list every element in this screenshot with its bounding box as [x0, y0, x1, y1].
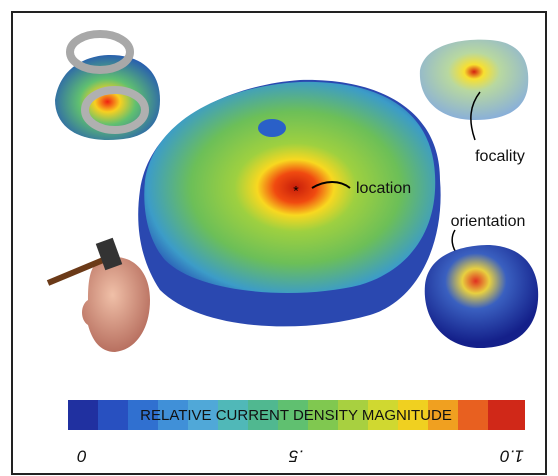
color-cell — [428, 400, 458, 430]
color-cell — [128, 400, 158, 430]
color-cell — [188, 400, 218, 430]
color-cell — [218, 400, 248, 430]
hammer-handle — [46, 255, 110, 286]
marker: * — [293, 183, 299, 199]
color-cell — [368, 400, 398, 430]
blue-spot — [258, 119, 286, 137]
tick-label: 1.0 — [500, 447, 524, 466]
color-cell — [458, 400, 488, 430]
arrow — [311, 181, 351, 189]
color-cell — [308, 400, 338, 430]
small-map — [55, 55, 160, 140]
color-cell — [98, 400, 128, 430]
color-cell — [278, 400, 308, 430]
color-cell — [158, 400, 188, 430]
brain-map — [144, 81, 436, 293]
color-cell — [398, 400, 428, 430]
small-map — [419, 39, 529, 120]
color-cell — [488, 400, 525, 430]
tick-label: 0 — [77, 447, 87, 466]
annotation: focality — [475, 148, 525, 165]
head — [82, 256, 150, 352]
hammer-head — [95, 237, 123, 271]
colorbar-title: RELATIVE CURRENT DENSITY MAGNITUDE — [140, 407, 452, 424]
annotation: location — [356, 180, 411, 197]
small-map — [424, 245, 539, 348]
annotation: orientation — [451, 213, 526, 230]
arrow — [470, 91, 481, 141]
coil — [81, 86, 149, 134]
tick-label: .5 — [288, 447, 303, 466]
color-cell — [248, 400, 278, 430]
colorbar: RELATIVE CURRENT DENSITY MAGNITUDE 0 .5 … — [68, 400, 525, 466]
color-cell — [68, 400, 98, 430]
coil — [66, 30, 134, 74]
color-cell — [338, 400, 368, 430]
